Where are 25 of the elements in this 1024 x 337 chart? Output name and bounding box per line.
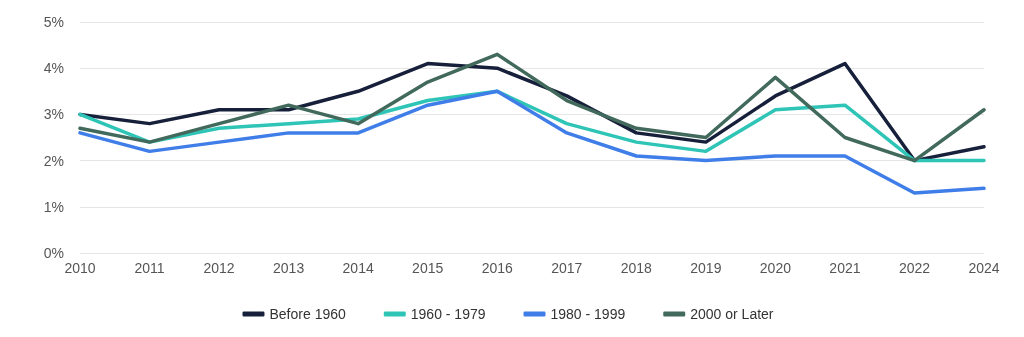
y-tick-label: 0% bbox=[43, 245, 64, 261]
line-series bbox=[78, 89, 986, 195]
y-tick-label: 2% bbox=[43, 152, 64, 169]
x-tick-label: 2013 bbox=[273, 260, 305, 276]
x-tick-label: 2010 bbox=[64, 260, 96, 276]
x-tick-label: 2012 bbox=[203, 260, 235, 276]
x-tick-label: 2019 bbox=[690, 260, 722, 276]
x-tick-label: 2022 bbox=[898, 260, 931, 276]
legend-label: 1960 - 1979 bbox=[410, 306, 486, 322]
x-tick-label: 2020 bbox=[759, 260, 792, 276]
x-tick-label: 2011 bbox=[134, 260, 165, 276]
y-tick-label: 3% bbox=[43, 106, 64, 123]
x-tick-label: 2017 bbox=[551, 260, 583, 276]
legend-label: 2000 or Later bbox=[690, 306, 774, 322]
y-tick-label: 4% bbox=[43, 60, 64, 77]
x-tick-label: 2024 bbox=[968, 260, 1000, 276]
x-tick-label: 2016 bbox=[481, 260, 514, 276]
x-tick-label: 2018 bbox=[620, 260, 653, 276]
y-tick-label: 5% bbox=[43, 14, 64, 30]
legend-label: Before 1960 bbox=[269, 306, 346, 322]
y-tick-label: 1% bbox=[43, 198, 64, 215]
x-tick-label: 2015 bbox=[412, 260, 444, 276]
x-tick-label: 2014 bbox=[342, 260, 374, 276]
x-tick-label: 2021 bbox=[829, 260, 861, 276]
legend-label: 1980 - 1999 bbox=[550, 306, 626, 322]
